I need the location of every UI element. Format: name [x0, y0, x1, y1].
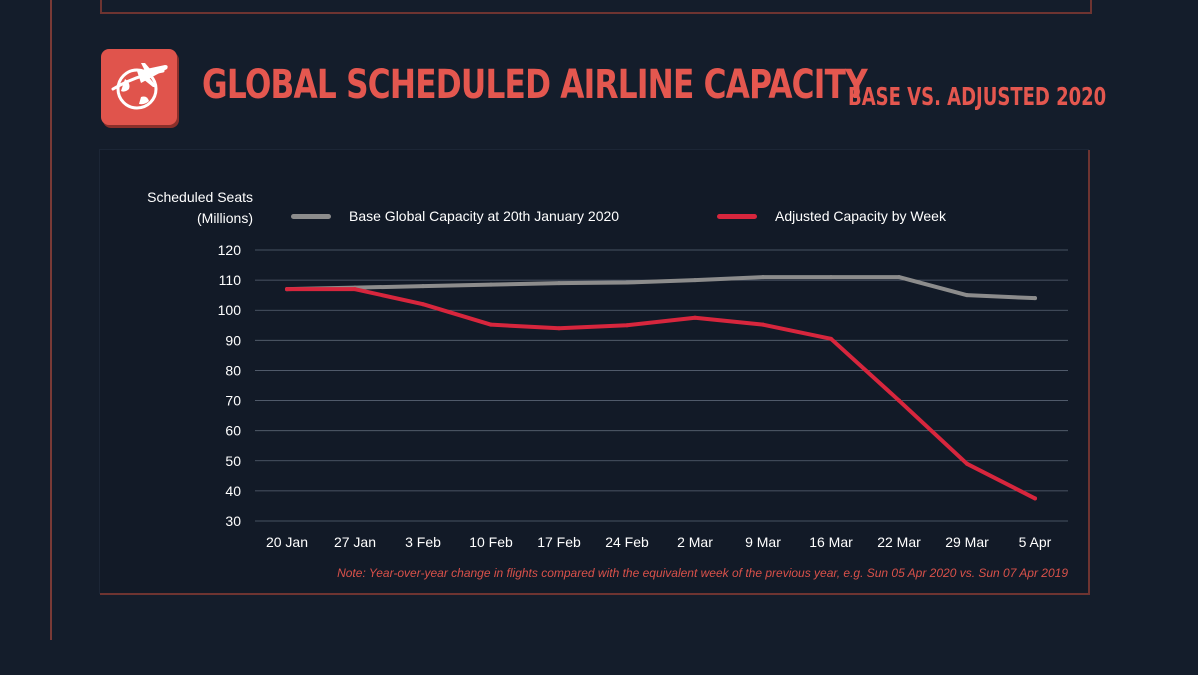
page-title: Global Scheduled Airline Capacity [202, 62, 868, 108]
data-point [761, 322, 765, 327]
series-line-adjusted [285, 287, 1037, 501]
data-point [625, 323, 629, 328]
data-point [489, 322, 493, 327]
legend-label-base: Base Global Capacity at 20th January 202… [349, 208, 620, 224]
x-tick-label: 10 Feb [469, 534, 513, 550]
x-tick-label: 22 Mar [877, 534, 921, 550]
data-point [557, 326, 561, 331]
y-tick-label: 30 [225, 513, 241, 529]
x-tick-label: 16 Mar [809, 534, 853, 550]
x-tick-label: 27 Jan [334, 534, 376, 550]
y-tick-label: 60 [225, 423, 241, 439]
x-tick-label: 5 Apr [1019, 534, 1052, 550]
data-point [897, 398, 901, 403]
data-point [421, 302, 425, 307]
data-point [1033, 496, 1037, 501]
y-tick-label: 120 [218, 242, 242, 258]
data-point [1033, 296, 1037, 301]
x-tick-label: 29 Mar [945, 534, 989, 550]
y-tick-label: 80 [225, 362, 241, 378]
y-axis-title-line1: Scheduled Seats [147, 189, 253, 205]
y-tick-label: 50 [225, 453, 241, 469]
data-point [965, 293, 969, 298]
x-tick-label: 24 Feb [605, 534, 649, 550]
x-tick-label: 2 Mar [677, 534, 713, 550]
legend-item-base: Base Global Capacity at 20th January 202… [291, 208, 619, 224]
x-tick-label: 9 Mar [745, 534, 781, 550]
data-point [829, 336, 833, 341]
left-decorative-rule [50, 0, 52, 640]
data-point [693, 278, 697, 283]
data-point [693, 315, 697, 320]
legend-label-adjusted: Adjusted Capacity by Week [775, 208, 946, 224]
data-point [353, 287, 357, 292]
data-point [625, 280, 629, 285]
x-tick-label: 20 Jan [266, 534, 308, 550]
data-point [421, 284, 425, 289]
y-axis-title: Scheduled Seats (Millions) [147, 187, 253, 229]
globe-airplane-icon [101, 49, 177, 125]
data-point [489, 282, 493, 287]
data-point [285, 287, 289, 292]
legend-item-adjusted: Adjusted Capacity by Week [717, 208, 946, 224]
y-tick-label: 100 [218, 302, 242, 318]
legend-swatch-base [291, 213, 331, 219]
data-point [761, 275, 765, 280]
data-point [829, 275, 833, 280]
data-point [897, 275, 901, 280]
y-tick-label: 110 [219, 272, 242, 288]
data-point [557, 281, 561, 286]
legend-swatch-adjusted [717, 213, 757, 219]
x-tick-label: 17 Feb [537, 534, 581, 550]
y-tick-label: 70 [225, 393, 241, 409]
previous-card-edge [100, 0, 1092, 14]
y-axis-title-line2: (Millions) [197, 210, 253, 226]
y-tick-label: 40 [225, 483, 241, 499]
y-tick-label: 90 [225, 332, 241, 348]
chart-note: Note: Year-over-year change in flights c… [337, 566, 1068, 580]
page-subtitle: Base vs. Adjusted 2020 [848, 82, 1107, 111]
data-point [965, 461, 969, 466]
x-tick-label: 3 Feb [405, 534, 441, 550]
series-line-base [285, 275, 1037, 301]
